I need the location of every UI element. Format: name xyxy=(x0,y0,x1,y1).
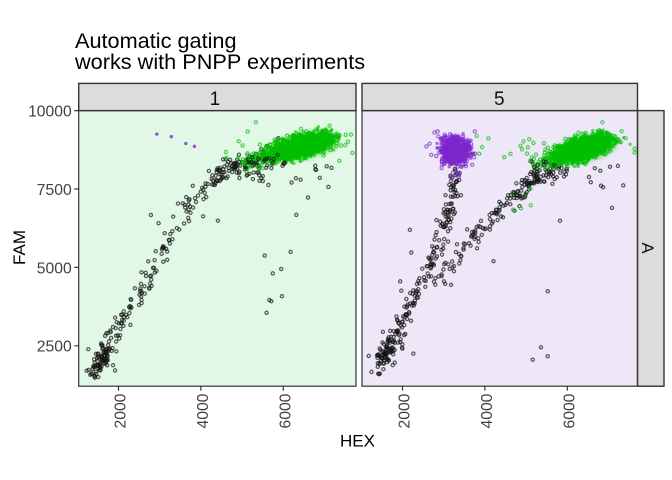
svg-text:Automatic gating: Automatic gating xyxy=(75,28,237,53)
svg-text:FAM: FAM xyxy=(10,230,29,265)
svg-text:4000: 4000 xyxy=(479,393,496,428)
svg-text:5: 5 xyxy=(494,89,505,110)
svg-text:HEX: HEX xyxy=(340,431,375,450)
svg-text:A: A xyxy=(638,242,656,253)
svg-text:2000: 2000 xyxy=(397,393,414,428)
svg-text:2000: 2000 xyxy=(113,393,130,428)
svg-text:10000: 10000 xyxy=(28,104,72,121)
svg-text:2500: 2500 xyxy=(37,339,72,356)
svg-text:4000: 4000 xyxy=(195,393,212,428)
svg-text:6000: 6000 xyxy=(561,393,578,428)
svg-text:7500: 7500 xyxy=(37,182,72,199)
svg-text:1: 1 xyxy=(210,89,221,110)
svg-text:works with PNPP experiments: works with PNPP experiments xyxy=(74,49,365,74)
svg-text:6000: 6000 xyxy=(277,393,294,428)
svg-text:5000: 5000 xyxy=(37,260,72,277)
